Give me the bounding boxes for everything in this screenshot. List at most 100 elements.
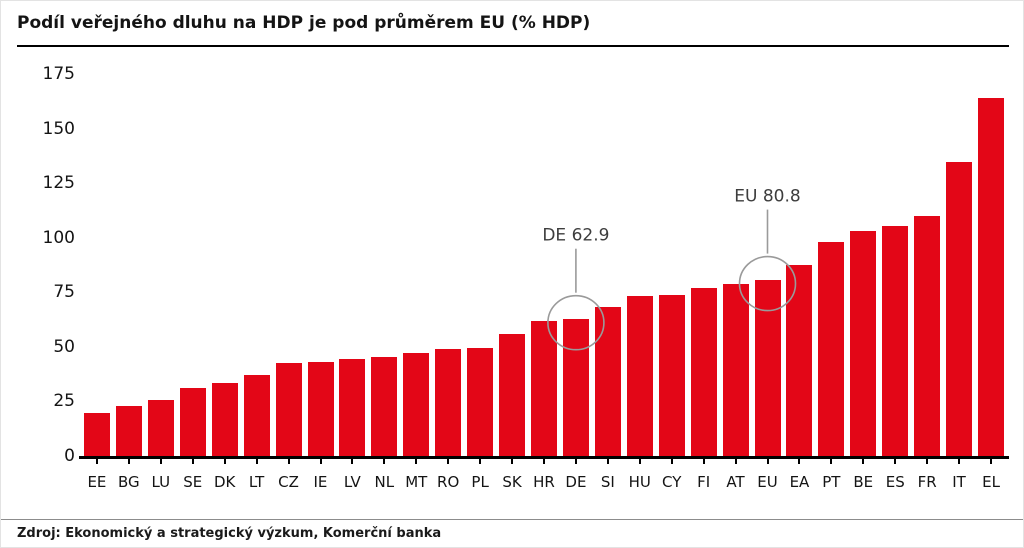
source-note: Zdroj: Ekonomický a strategický výzkum, … <box>17 526 442 541</box>
x-axis-label-IE: IE <box>313 473 328 491</box>
x-tick-SI <box>606 459 609 464</box>
x-axis-label-EL: EL <box>982 473 1000 491</box>
x-axis-label-PT: PT <box>822 473 841 491</box>
bar-LU <box>147 399 174 456</box>
x-axis-label-CZ: CZ <box>278 473 299 491</box>
x-tick-EL <box>990 459 992 464</box>
bar-PT <box>818 242 845 456</box>
x-axis-label-BE: BE <box>853 473 874 491</box>
bar-DK <box>211 382 238 456</box>
x-tick-DE <box>574 459 577 464</box>
y-tick-label-75: 75 <box>53 282 75 303</box>
x-axis-label-LT: LT <box>248 473 265 491</box>
y-tick-label-50: 50 <box>53 336 75 357</box>
x-axis-label-IT: IT <box>952 473 966 491</box>
x-tick-FR <box>926 459 929 464</box>
x-tick-FI <box>702 459 705 464</box>
x-axis-label-SE: SE <box>183 473 203 491</box>
x-axis-label-SK: SK <box>502 473 522 491</box>
bar-SK <box>499 333 526 456</box>
bar-CY <box>658 295 685 456</box>
bar-IT <box>946 161 973 456</box>
x-tick-SK <box>511 459 514 464</box>
x-tick-DK <box>223 459 226 464</box>
y-tick-label-125: 125 <box>42 173 75 194</box>
bar-NL <box>371 356 398 456</box>
bar-BG <box>115 405 142 456</box>
x-tick-LU <box>159 459 162 464</box>
annotation-label-DE: DE 62.9 <box>542 226 609 246</box>
y-tick-label-0: 0 <box>64 446 75 466</box>
x-axis-baseline <box>79 456 1009 459</box>
y-tick-label-150: 150 <box>42 118 75 139</box>
x-tick-EA <box>798 459 801 464</box>
x-tick-MT <box>415 459 418 464</box>
annotation-label-EU: EU 80.8 <box>734 187 800 207</box>
bar-EE <box>84 413 110 456</box>
x-axis-label-FI: FI <box>697 473 711 491</box>
x-axis-label-DE: DE <box>565 473 587 491</box>
x-tick-CZ <box>287 459 290 464</box>
x-axis-label-PL: PL <box>471 473 489 491</box>
bar-RO <box>435 349 462 456</box>
y-tick-label-25: 25 <box>53 391 75 412</box>
x-axis-label-RO: RO <box>437 473 460 491</box>
bar-EA <box>786 265 813 456</box>
x-axis-label-ES: ES <box>885 473 905 491</box>
chart-title: Podíl veřejného dluhu na HDP je pod prům… <box>17 13 591 33</box>
bar-LT <box>243 374 270 456</box>
x-axis-label-SI: SI <box>600 473 615 491</box>
x-axis-label-HU: HU <box>628 473 651 491</box>
x-axis-label-BG: BG <box>118 473 140 491</box>
x-axis-label-MT: MT <box>405 473 428 491</box>
x-tick-EU <box>766 459 769 464</box>
x-tick-PT <box>830 459 833 464</box>
bar-FI <box>690 287 717 456</box>
x-tick-AT <box>734 459 737 464</box>
x-tick-IT <box>958 459 961 464</box>
bar-MT <box>403 352 430 456</box>
x-tick-SE <box>191 459 194 464</box>
bar-AT <box>722 284 749 456</box>
bar-ES <box>882 226 909 456</box>
x-axis-label-DK: DK <box>213 473 236 491</box>
bar-PL <box>467 347 494 456</box>
bar-BE <box>850 230 877 456</box>
bar-LV <box>339 358 366 456</box>
x-tick-IE <box>319 459 322 464</box>
x-axis-label-FR: FR <box>917 473 937 491</box>
x-axis-label-LV: LV <box>343 473 361 491</box>
footer-divider <box>1 519 1023 520</box>
x-axis-label-EE: EE <box>87 473 107 491</box>
bar-FR <box>914 216 941 456</box>
y-tick-label-100: 100 <box>42 227 75 248</box>
bar-HU <box>626 295 653 456</box>
x-tick-LT <box>255 459 258 464</box>
bar-CZ <box>275 363 302 456</box>
x-tick-HU <box>638 459 641 464</box>
bar-IE <box>307 361 334 456</box>
x-tick-EE <box>96 459 98 464</box>
x-tick-PL <box>479 459 482 464</box>
x-axis-label-HR: HR <box>533 473 555 491</box>
bar-EU <box>754 279 781 456</box>
bar-SE <box>179 387 206 456</box>
x-tick-RO <box>447 459 450 464</box>
title-divider <box>17 45 1009 47</box>
x-axis-label-AT: AT <box>726 473 745 491</box>
x-axis-label-CY: CY <box>662 473 682 491</box>
x-tick-LV <box>351 459 354 464</box>
x-axis-label-NL: NL <box>374 473 395 491</box>
x-tick-CY <box>670 459 673 464</box>
x-axis-label-EA: EA <box>789 473 810 491</box>
y-tick-label-175: 175 <box>42 64 75 84</box>
bar-SI <box>594 306 621 456</box>
bar-HR <box>531 321 557 456</box>
x-tick-HR <box>543 459 545 464</box>
x-tick-ES <box>894 459 897 464</box>
x-tick-BE <box>862 459 865 464</box>
bar-DE <box>562 318 589 456</box>
bar-EL <box>978 98 1004 456</box>
